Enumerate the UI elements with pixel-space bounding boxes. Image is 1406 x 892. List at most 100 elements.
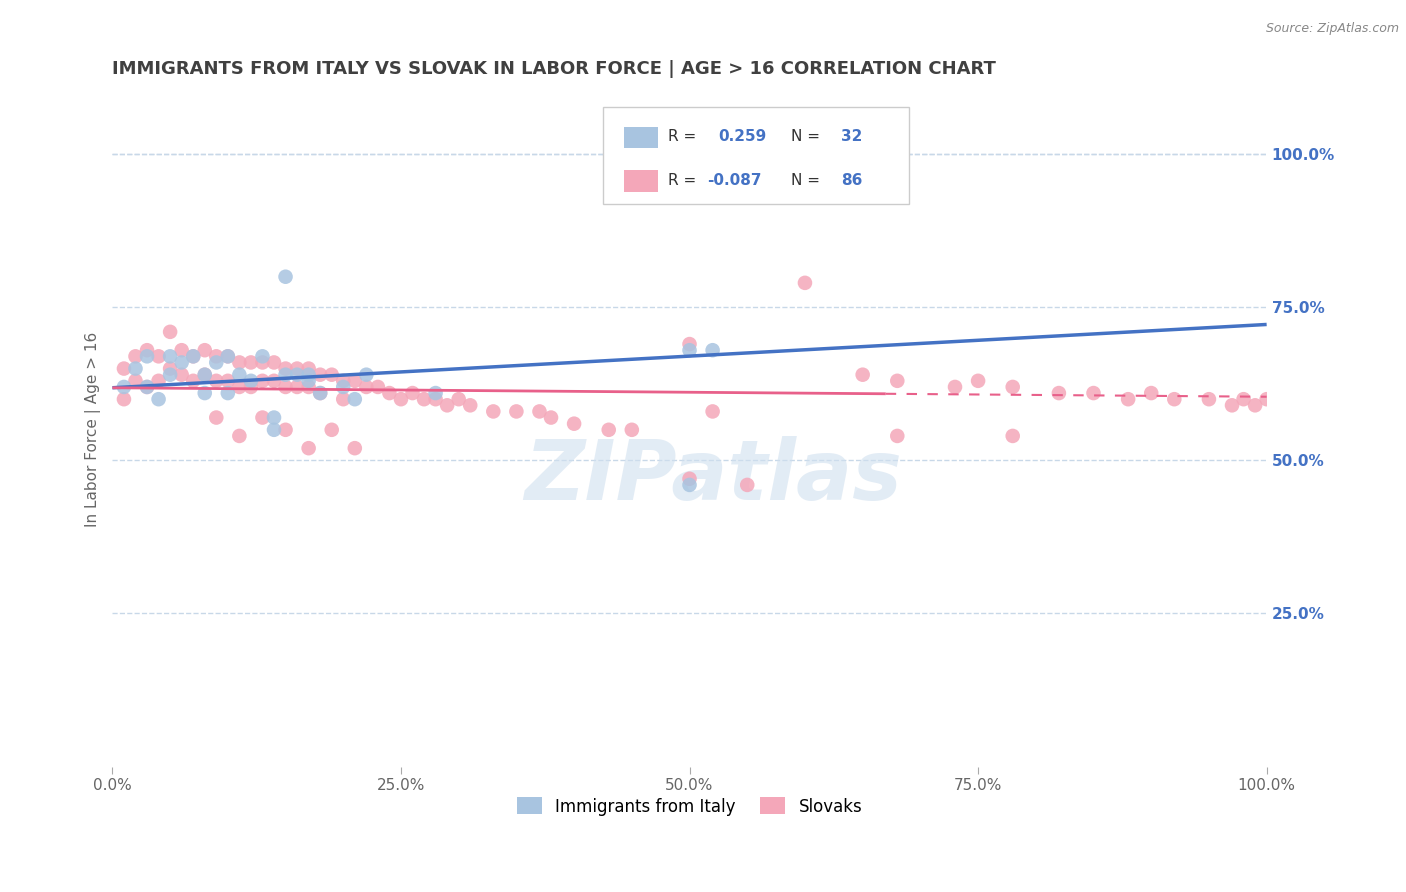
- Point: [447, 392, 470, 407]
- Point: [332, 392, 354, 407]
- Point: [148, 374, 170, 388]
- Point: [1232, 392, 1254, 407]
- Point: [148, 392, 170, 407]
- Text: 32: 32: [841, 129, 862, 145]
- FancyBboxPatch shape: [624, 170, 658, 192]
- Point: [228, 355, 250, 369]
- Point: [482, 404, 505, 418]
- Point: [678, 472, 700, 486]
- Point: [1001, 380, 1024, 394]
- Point: [205, 349, 228, 363]
- Legend: Immigrants from Italy, Slovaks: Immigrants from Italy, Slovaks: [510, 790, 869, 822]
- Point: [252, 349, 274, 363]
- Point: [252, 355, 274, 369]
- Point: [309, 386, 332, 401]
- Point: [1083, 386, 1105, 401]
- Point: [343, 441, 366, 455]
- Point: [529, 404, 551, 418]
- Point: [124, 349, 146, 363]
- Point: [943, 380, 966, 394]
- FancyBboxPatch shape: [603, 106, 908, 204]
- Point: [263, 355, 285, 369]
- FancyBboxPatch shape: [624, 127, 658, 148]
- Point: [274, 269, 297, 284]
- Point: [228, 368, 250, 382]
- Point: [148, 349, 170, 363]
- Point: [217, 349, 239, 363]
- Text: R =: R =: [668, 129, 696, 145]
- Point: [298, 361, 321, 376]
- Point: [389, 392, 412, 407]
- Point: [194, 386, 217, 401]
- Point: [356, 380, 378, 394]
- Point: [886, 374, 908, 388]
- Point: [239, 374, 262, 388]
- Text: 0.259: 0.259: [718, 129, 766, 145]
- Text: N =: N =: [792, 173, 820, 188]
- Point: [285, 380, 308, 394]
- Point: [124, 374, 146, 388]
- Point: [794, 276, 817, 290]
- Point: [356, 368, 378, 382]
- Point: [309, 386, 332, 401]
- Point: [620, 423, 643, 437]
- Point: [678, 343, 700, 358]
- Point: [425, 392, 447, 407]
- Point: [170, 355, 193, 369]
- Point: [1198, 392, 1220, 407]
- Point: [367, 380, 389, 394]
- Point: [1256, 392, 1278, 407]
- Point: [886, 429, 908, 443]
- Point: [1244, 398, 1267, 412]
- Point: [1047, 386, 1070, 401]
- Point: [136, 380, 159, 394]
- Point: [735, 478, 758, 492]
- Point: [852, 368, 875, 382]
- Point: [274, 361, 297, 376]
- Point: [194, 368, 217, 382]
- Text: Source: ZipAtlas.com: Source: ZipAtlas.com: [1265, 22, 1399, 36]
- Point: [702, 343, 724, 358]
- Point: [159, 361, 181, 376]
- Point: [205, 410, 228, 425]
- Point: [413, 392, 436, 407]
- Text: 86: 86: [841, 173, 862, 188]
- Point: [274, 423, 297, 437]
- Point: [181, 349, 204, 363]
- Point: [343, 374, 366, 388]
- Point: [194, 343, 217, 358]
- Point: [598, 423, 620, 437]
- Point: [1220, 398, 1243, 412]
- Point: [170, 368, 193, 382]
- Point: [967, 374, 990, 388]
- Point: [505, 404, 527, 418]
- Point: [205, 355, 228, 369]
- Point: [1001, 429, 1024, 443]
- Point: [159, 325, 181, 339]
- Point: [1163, 392, 1185, 407]
- Point: [458, 398, 481, 412]
- Point: [217, 374, 239, 388]
- Point: [1116, 392, 1139, 407]
- Point: [159, 349, 181, 363]
- Point: [1140, 386, 1163, 401]
- Point: [298, 368, 321, 382]
- Point: [298, 380, 321, 394]
- Point: [124, 361, 146, 376]
- Point: [425, 386, 447, 401]
- Point: [678, 478, 700, 492]
- Point: [263, 374, 285, 388]
- Text: ZIPatlas: ZIPatlas: [523, 436, 901, 517]
- Point: [285, 368, 308, 382]
- Point: [309, 368, 332, 382]
- Point: [678, 337, 700, 351]
- Point: [136, 349, 159, 363]
- Text: IMMIGRANTS FROM ITALY VS SLOVAK IN LABOR FORCE | AGE > 16 CORRELATION CHART: IMMIGRANTS FROM ITALY VS SLOVAK IN LABOR…: [112, 60, 997, 78]
- Point: [252, 410, 274, 425]
- Point: [562, 417, 585, 431]
- Point: [228, 429, 250, 443]
- Point: [263, 410, 285, 425]
- Point: [321, 423, 343, 437]
- Point: [217, 386, 239, 401]
- Point: [285, 361, 308, 376]
